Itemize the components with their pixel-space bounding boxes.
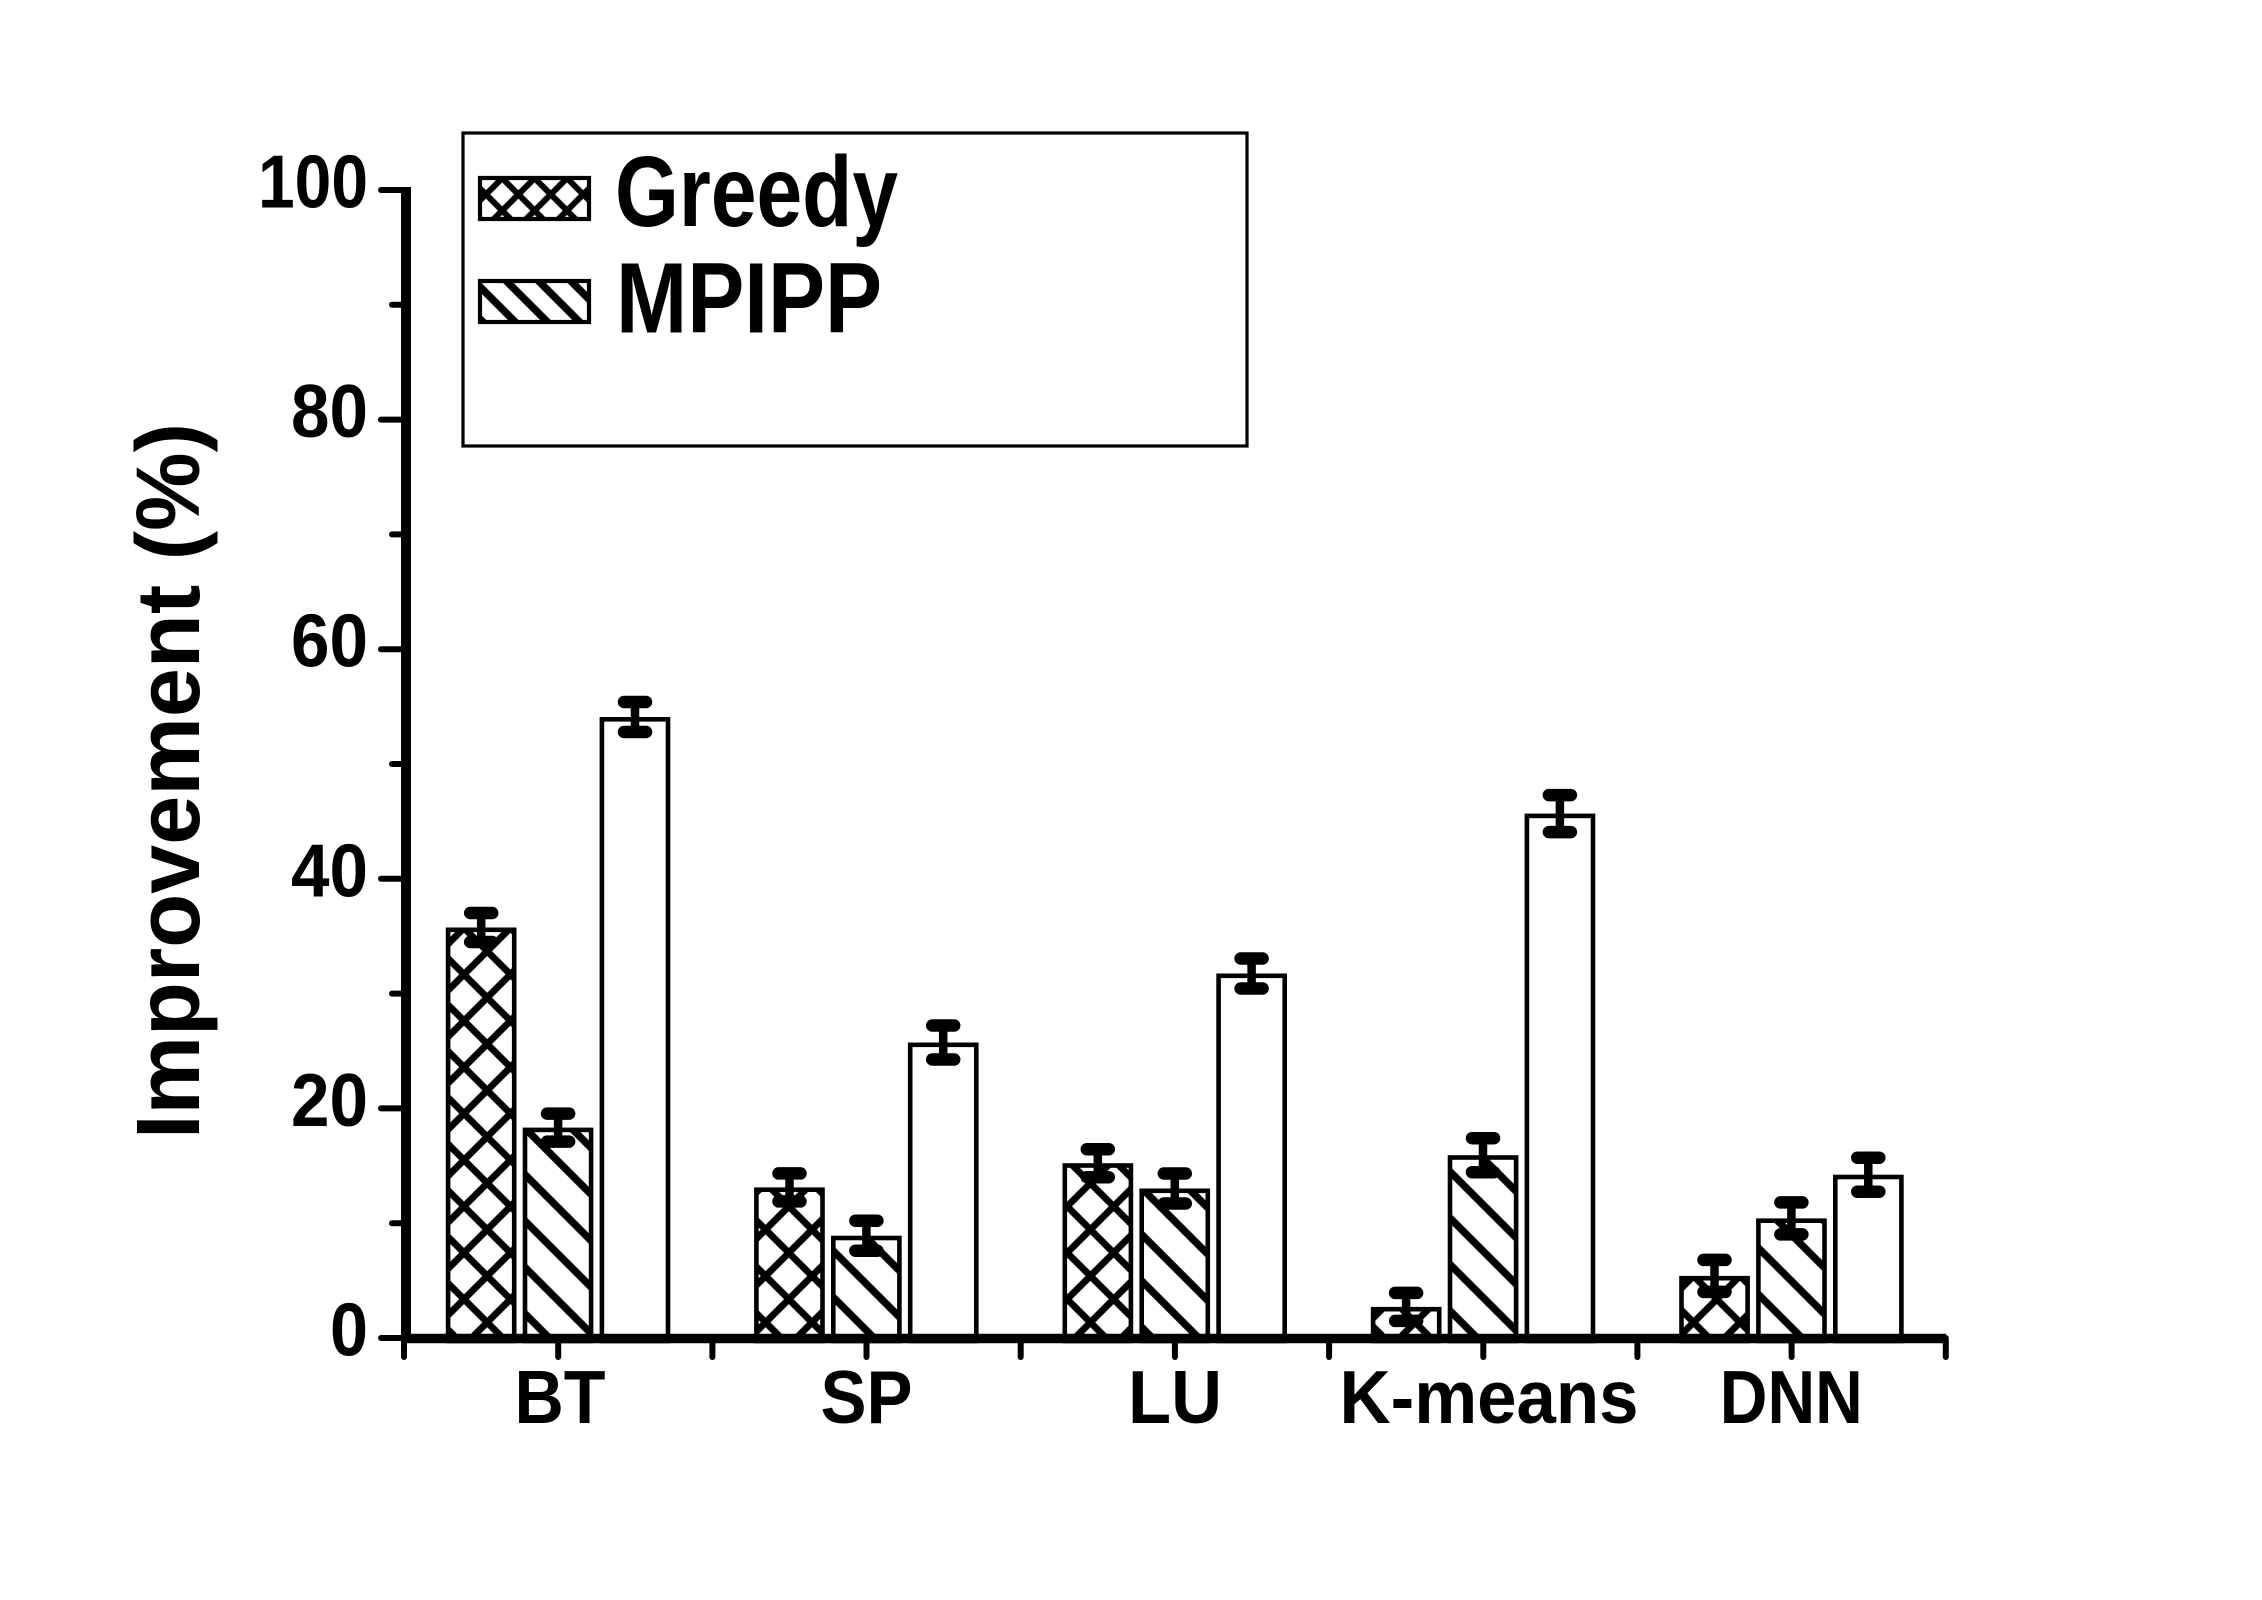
svg-text:LU: LU — [1128, 1355, 1222, 1439]
svg-text:0: 0 — [330, 1288, 368, 1372]
svg-text:BT: BT — [515, 1355, 606, 1439]
svg-text:MPIPP: MPIPP — [616, 243, 882, 355]
svg-text:80: 80 — [291, 369, 368, 453]
svg-text:Improvement (%): Improvement (%) — [119, 423, 219, 1139]
svg-text:Greedy: Greedy — [615, 136, 898, 248]
svg-text:60: 60 — [291, 599, 368, 683]
svg-text:K-means: K-means — [1340, 1355, 1639, 1439]
svg-text:40: 40 — [291, 828, 368, 912]
svg-text:DNN: DNN — [1720, 1355, 1863, 1439]
svg-text:20: 20 — [291, 1058, 368, 1142]
svg-text:100: 100 — [258, 140, 368, 224]
svg-text:SP: SP — [821, 1355, 913, 1439]
